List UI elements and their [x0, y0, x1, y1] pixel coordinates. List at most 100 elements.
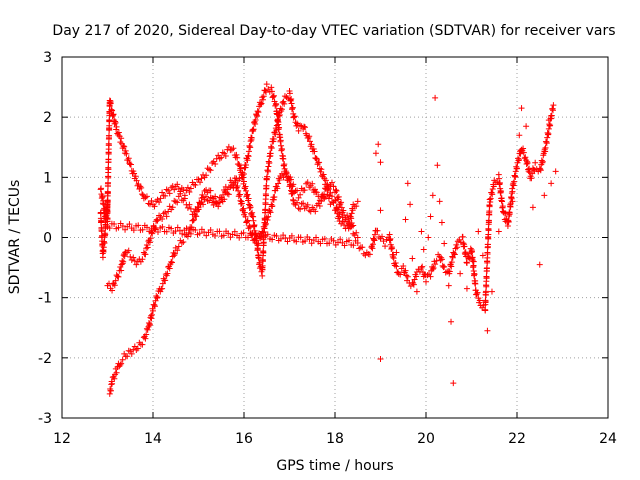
data-point [506, 209, 513, 216]
data-point [543, 140, 550, 147]
data-point [174, 247, 181, 254]
data-point [150, 222, 157, 229]
data-point [448, 263, 455, 270]
data-point [276, 176, 283, 183]
data-point [184, 184, 191, 191]
data-point [104, 218, 111, 225]
data-point [151, 302, 158, 309]
data-point [97, 209, 104, 216]
data-point [393, 249, 400, 256]
data-point [118, 360, 125, 367]
data-point [247, 144, 254, 151]
data-point [159, 189, 166, 196]
data-point [487, 198, 494, 205]
y-tick-labels: -3 -2 -1 0 1 2 3 [38, 50, 52, 427]
data-point [317, 168, 324, 175]
data-point [255, 240, 262, 247]
data-point [101, 240, 108, 247]
data-point [370, 236, 377, 243]
data-point [206, 166, 213, 173]
data-point [301, 123, 308, 130]
data-point [320, 171, 327, 178]
data-point [241, 171, 247, 178]
data-point [139, 191, 146, 198]
data-point [279, 99, 286, 106]
data-point [516, 132, 523, 139]
data-point [348, 215, 355, 222]
data-point [273, 101, 280, 108]
data-point [256, 259, 263, 266]
data-point [107, 100, 114, 107]
data-point [400, 262, 407, 269]
data-point [311, 148, 318, 155]
data-point [537, 166, 544, 173]
data-point [159, 280, 166, 287]
data-point [143, 193, 150, 200]
data-point [277, 137, 284, 144]
data-point [177, 190, 184, 197]
data-point [265, 213, 272, 220]
data-point [267, 209, 274, 216]
data-point [420, 246, 427, 253]
data-point [291, 113, 298, 120]
data-point [119, 223, 126, 230]
data-point [438, 219, 445, 226]
data-point [243, 162, 250, 169]
data-point [439, 262, 446, 269]
data-point [102, 231, 109, 238]
data-point [148, 311, 155, 318]
data-point [128, 161, 135, 168]
data-point [216, 155, 223, 162]
data-point [138, 184, 145, 191]
data-point [454, 238, 461, 245]
data-point [301, 124, 308, 131]
data-point [231, 175, 238, 182]
data-point [484, 327, 491, 334]
data-point [339, 218, 346, 225]
data-point [195, 176, 202, 183]
data-point [472, 280, 479, 287]
data-point [288, 100, 295, 107]
data-point [309, 180, 316, 187]
data-point [328, 179, 335, 186]
data-point [368, 244, 375, 251]
data-point [257, 101, 264, 108]
data-point [270, 136, 277, 143]
data-point [172, 198, 179, 205]
data-point [184, 204, 191, 211]
data-point [467, 245, 474, 252]
data-point [529, 170, 536, 177]
data-point [359, 244, 366, 251]
data-point [139, 341, 146, 348]
data-point [425, 234, 432, 241]
data-point [281, 100, 288, 107]
data-point [463, 285, 470, 292]
data-point [393, 263, 400, 270]
data-point [274, 116, 281, 123]
data-point [475, 228, 482, 235]
data-point [186, 188, 193, 195]
data-point [196, 230, 203, 237]
data-point [124, 353, 131, 360]
data-point [263, 81, 270, 88]
data-point [143, 331, 150, 338]
data-point [509, 198, 516, 205]
data-point [413, 288, 420, 295]
data-point [302, 238, 309, 245]
data-point [332, 187, 339, 194]
data-point [259, 229, 266, 236]
data-point [254, 108, 261, 115]
data-point [153, 216, 160, 223]
data-point [135, 222, 142, 229]
data-point [159, 223, 166, 230]
data-point [137, 183, 144, 190]
data-point [350, 242, 357, 249]
data-point [545, 131, 552, 138]
data-point [109, 287, 116, 294]
data-point [311, 186, 318, 193]
data-point [244, 217, 251, 224]
data-point [306, 236, 313, 243]
data-point [418, 228, 425, 235]
data-point [297, 206, 304, 213]
data-point [449, 254, 456, 261]
